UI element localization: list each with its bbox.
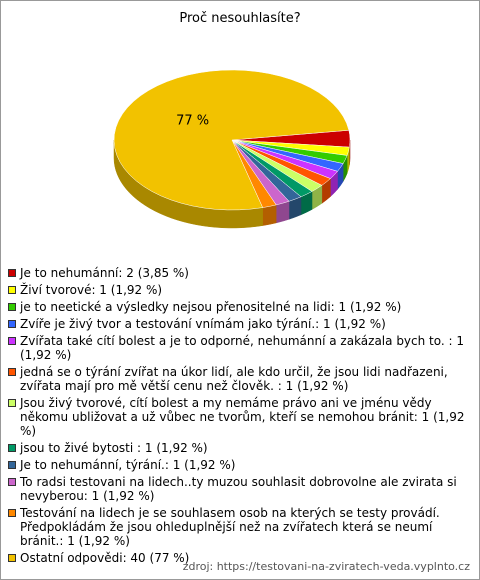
legend: Je to nehumánní: 2 (3,85 %) Živí tvorové:… xyxy=(8,266,470,568)
legend-label: To radsi testovani na lidech..ty muzou s… xyxy=(20,475,457,503)
legend-label: Živí tvorové: 1 (1,92 %) xyxy=(20,283,163,297)
legend-swatch xyxy=(8,368,16,376)
legend-swatch xyxy=(8,399,16,407)
legend-swatch xyxy=(8,286,16,294)
legend-item: To radsi testovani na lidech..ty muzou s… xyxy=(8,475,470,503)
legend-item: jsou to živé bytosti : 1 (1,92 %) xyxy=(8,441,470,455)
legend-swatch xyxy=(8,444,16,452)
chart: Proč nesouhlasíte? 77 % xyxy=(113,11,351,229)
chart-title: Proč nesouhlasíte? xyxy=(179,11,300,26)
legend-label: Zvíře je živý tvor a testování vnímám ja… xyxy=(20,317,386,331)
legend-item: Je to nehumánní: 2 (3,85 %) xyxy=(8,266,470,280)
pie-side xyxy=(262,204,277,226)
legend-item: Je to nehumánní, týrání.: 1 (1,92 %) xyxy=(8,458,470,472)
legend-item: Zvíře je živý tvor a testování vnímám ja… xyxy=(8,317,470,331)
legend-swatch xyxy=(8,461,16,469)
legend-label: Je to nehumánní: 2 (3,85 %) xyxy=(20,266,189,280)
legend-swatch xyxy=(8,269,16,277)
legend-item: Jsou živý tvorové, cítí bolest a my nemá… xyxy=(8,396,470,438)
legend-item: jedná se o týrání zvířat na úkor lidí, a… xyxy=(8,365,470,393)
source: zdroj: https://testovani-na-zviratech-ve… xyxy=(182,560,470,573)
legend-swatch xyxy=(8,303,16,311)
legend-label: Testování na lidech je se souhlasem osob… xyxy=(20,506,440,548)
legend-swatch xyxy=(8,337,16,345)
legend-label: Jsou živý tvorové, cítí bolest a my nemá… xyxy=(20,396,465,438)
legend-swatch xyxy=(8,554,16,562)
legend-item: Testování na lidech je se souhlasem osob… xyxy=(8,506,470,548)
legend-item: Živí tvorové: 1 (1,92 %) xyxy=(8,283,470,297)
legend-label: jsou to živé bytosti : 1 (1,92 %) xyxy=(20,441,208,455)
legend-swatch xyxy=(8,478,16,486)
legend-item: Ostatní odpovědi: 40 (77 %) xyxy=(8,551,470,565)
legend-swatch xyxy=(8,320,16,328)
pie-slice xyxy=(113,69,350,211)
legend-label: Je to nehumánní, týrání.: 1 (1,92 %) xyxy=(20,458,236,472)
legend-label: je to neetické a výsledky nejsou přenosi… xyxy=(20,300,402,314)
legend-label: Ostatní odpovědi: 40 (77 %) xyxy=(20,551,190,565)
legend-label: jedná se o týrání zvířat na úkor lidí, a… xyxy=(20,365,448,393)
legend-item: Zvířata také cítí bolest a je to odporné… xyxy=(8,334,470,362)
data-label: 77 % xyxy=(176,114,209,129)
legend-item: je to neetické a výsledky nejsou přenosi… xyxy=(8,300,470,314)
legend-label: Zvířata také cítí bolest a je to odporné… xyxy=(20,334,465,362)
legend-swatch xyxy=(8,509,16,517)
